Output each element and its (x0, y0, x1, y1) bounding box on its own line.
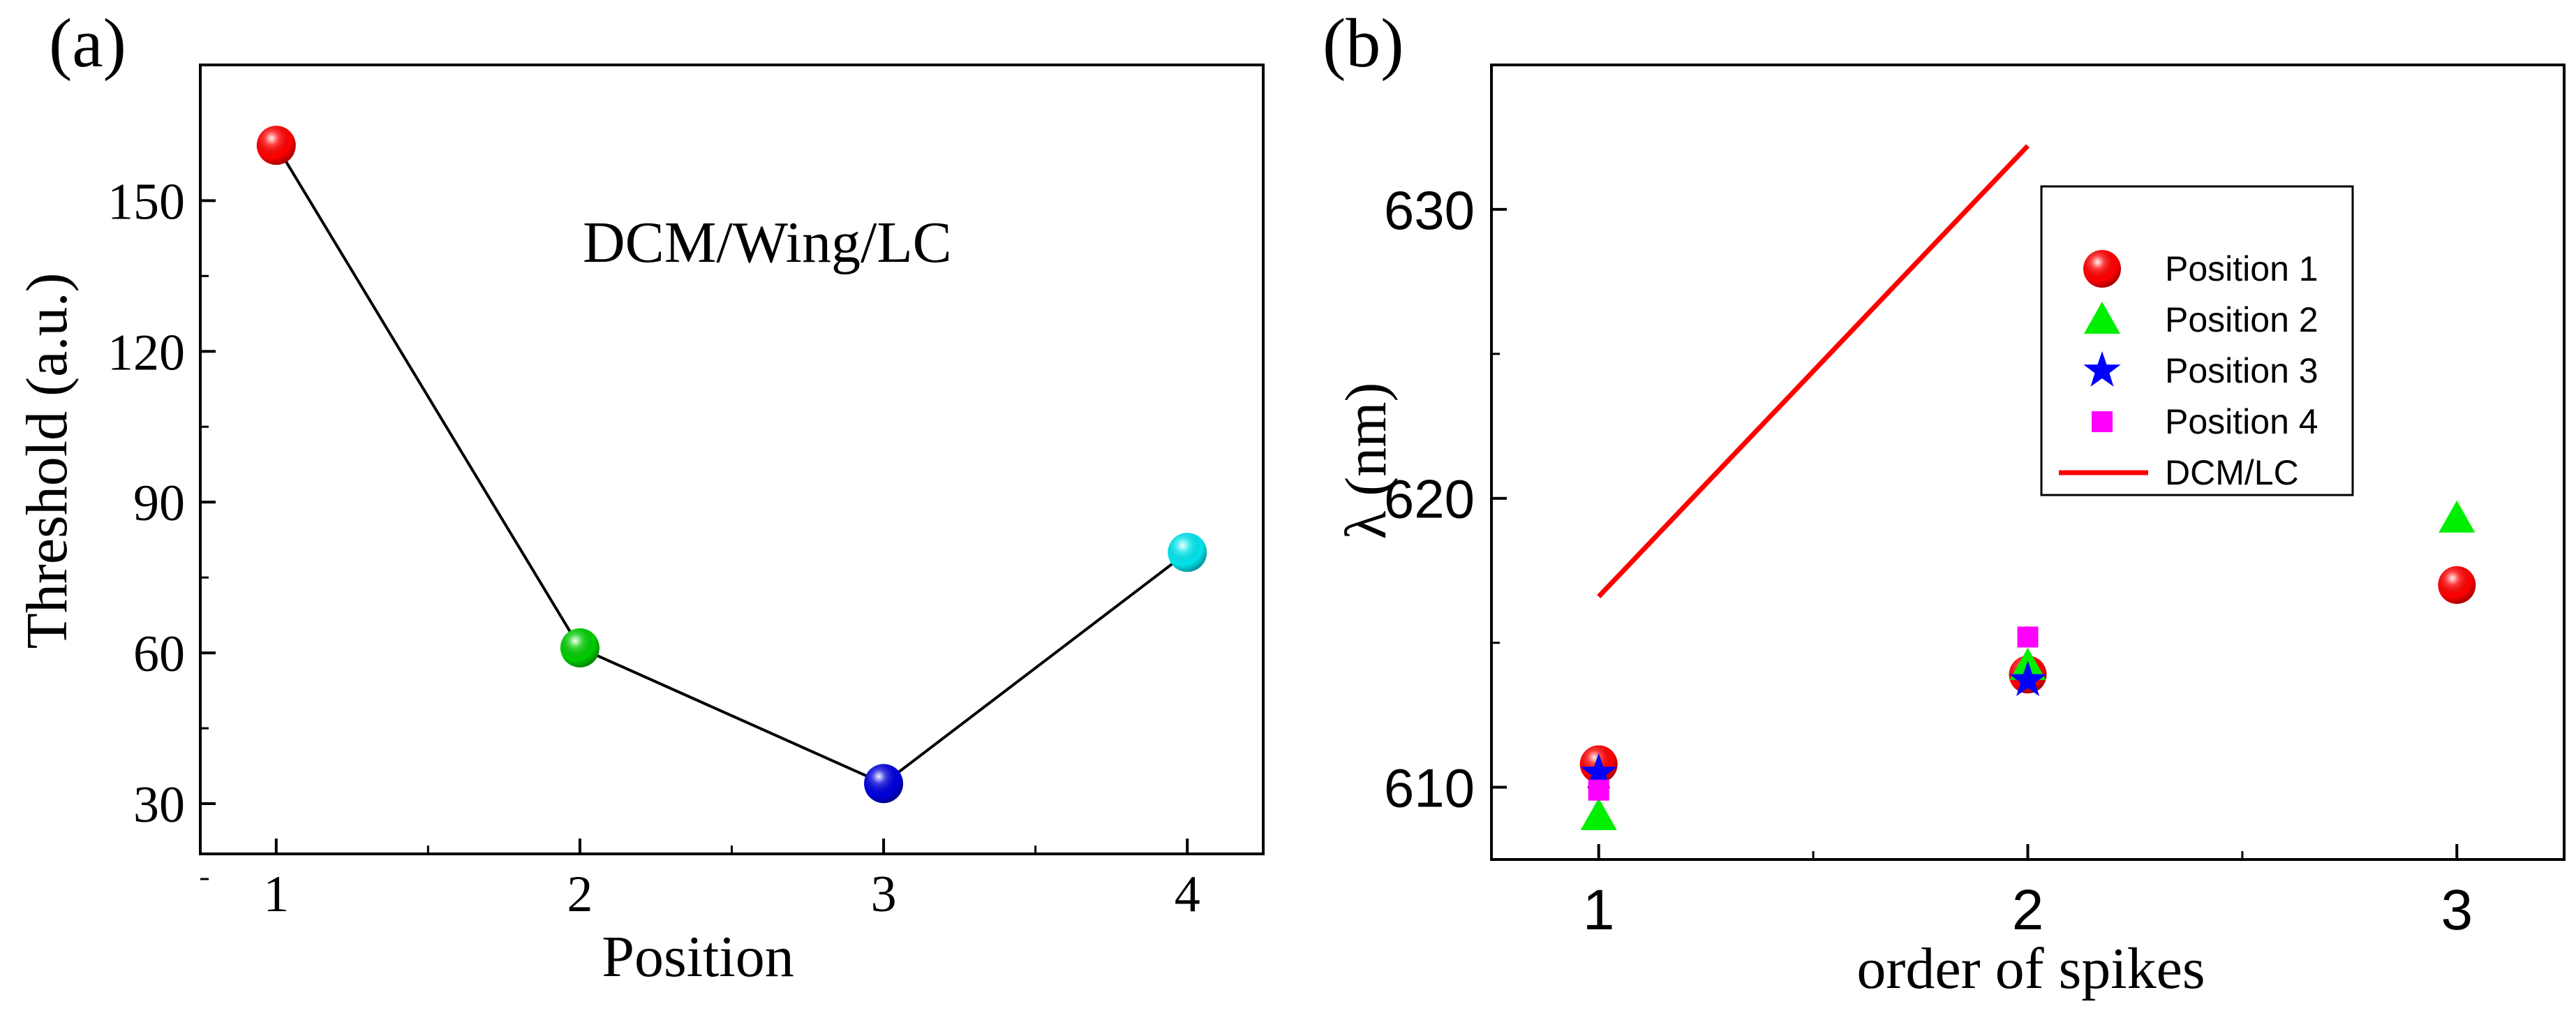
panel-a-y-axis-ticks: 30 60 90 120 150 (107, 173, 216, 880)
series-position-4-point-2 (2017, 626, 2039, 648)
legend-item-position-2: Position 2 (2084, 300, 2318, 339)
panel-b-x-tick-label: 3 (2441, 878, 2473, 942)
legend-item-position-2-swatch (2084, 302, 2120, 334)
panel-a-point-2 (560, 628, 600, 667)
panel-b-marks (1579, 144, 2476, 830)
panel-a-points (256, 126, 1207, 804)
panel-a-label: (a) (49, 4, 126, 82)
panel-a-x-tick-label: 1 (263, 866, 289, 923)
panel-a-x-tick-label: 3 (871, 866, 897, 923)
panel-b-label: (b) (1323, 4, 1404, 82)
panel-a-line (275, 145, 1189, 785)
series-position-3-point-2 (2009, 661, 2047, 697)
legend-item-position-3-swatch (2083, 351, 2121, 387)
panel-b-y-tick-label: 630 (1384, 179, 1475, 241)
panel-b-y-tick-label: 610 (1384, 758, 1475, 819)
legend-item-position-4: Position 4 (2092, 402, 2318, 441)
legend-item-position-4-swatch (2092, 411, 2113, 432)
panel-a-y-tick-label: 60 (133, 626, 185, 683)
panel-b-x-tick-label: 2 (2012, 878, 2044, 942)
panel-a-y-tick-label: 30 (133, 776, 185, 834)
panel-b-frame (1490, 64, 2566, 861)
series-dcm-lc-line (1597, 144, 2030, 598)
legend-box (2040, 185, 2354, 496)
legend-item-position-3-label: Position 3 (2165, 351, 2318, 390)
legend: Position 1 Position 2 Position 3 Position 4… (2040, 185, 2354, 496)
panel-a-y-tick-label: 120 (107, 324, 185, 381)
legend-item-dcm-lc-label: DCM/LC (2165, 453, 2299, 492)
legend-item-position-1-label: Position 1 (2165, 249, 2318, 288)
panel-a-annotation: DCM/Wing/LC (583, 210, 952, 275)
legend-item-position-1-swatch-shine (2083, 250, 2121, 288)
series-position-1-point-3-shine (2438, 566, 2476, 604)
panel-b-x-axis-label: order of spikes (1856, 936, 2205, 1001)
panel-a-point-1-shine (256, 126, 296, 165)
panel-a-x-tick-label: 4 (1175, 866, 1200, 923)
panel-a-x-axis-label: Position (602, 924, 794, 989)
panel-a-point-2-shine (560, 628, 600, 667)
panel-a-y-axis-label: Threshold (a.u.) (15, 273, 80, 649)
legend-item-position-1: Position 1 (2083, 249, 2318, 288)
panel-b-x-axis-ticks: 1 2 3 (1583, 844, 2473, 942)
series-position-1-point-3 (2438, 566, 2476, 604)
panel-b-y-axis-ticks: 610 620 630 (1384, 64, 1507, 819)
panel-a-point-4-shine (1168, 533, 1207, 573)
legend-item-position-3: Position 3 (2083, 351, 2318, 390)
series-position-2-point-1 (1580, 797, 1617, 830)
legend-item-position-2-label: Position 2 (2165, 300, 2318, 339)
panel-a-series-line (275, 145, 1189, 785)
panel-a-frame (199, 64, 1265, 855)
panel-a-point-4 (1168, 533, 1207, 573)
panel-a: (a) 1 2 3 4 30 60 90 120 150 DCM/Wing/LC Positi… (15, 4, 1265, 989)
panel-b-y-tick-label: 620 (1384, 468, 1475, 530)
panel-a-x-tick-label: 2 (567, 866, 593, 923)
panel-b-x-tick-label: 1 (1583, 878, 1615, 942)
series-position-4-point-1 (1588, 779, 1609, 801)
panel-a-point-3 (864, 764, 904, 804)
panel-a-y-tick-label: 150 (107, 173, 185, 230)
legend-item-dcm-lc: DCM/LC (2059, 453, 2299, 492)
panel-b-y-axis-label: λ (nm) (1334, 382, 1399, 539)
panel-a-y-tick-label: 90 (133, 475, 185, 532)
panel-a-point-3-shine (864, 764, 904, 804)
series-position-3-point-1 (1580, 753, 1618, 789)
legend-item-position-4-label: Position 4 (2165, 402, 2318, 441)
series-position-2-point-3 (2439, 500, 2476, 533)
legend-item-position-1-swatch (2083, 250, 2121, 288)
panel-a-point-1 (256, 126, 296, 165)
panel-a-x-axis-ticks: 1 2 3 4 (263, 839, 1200, 923)
